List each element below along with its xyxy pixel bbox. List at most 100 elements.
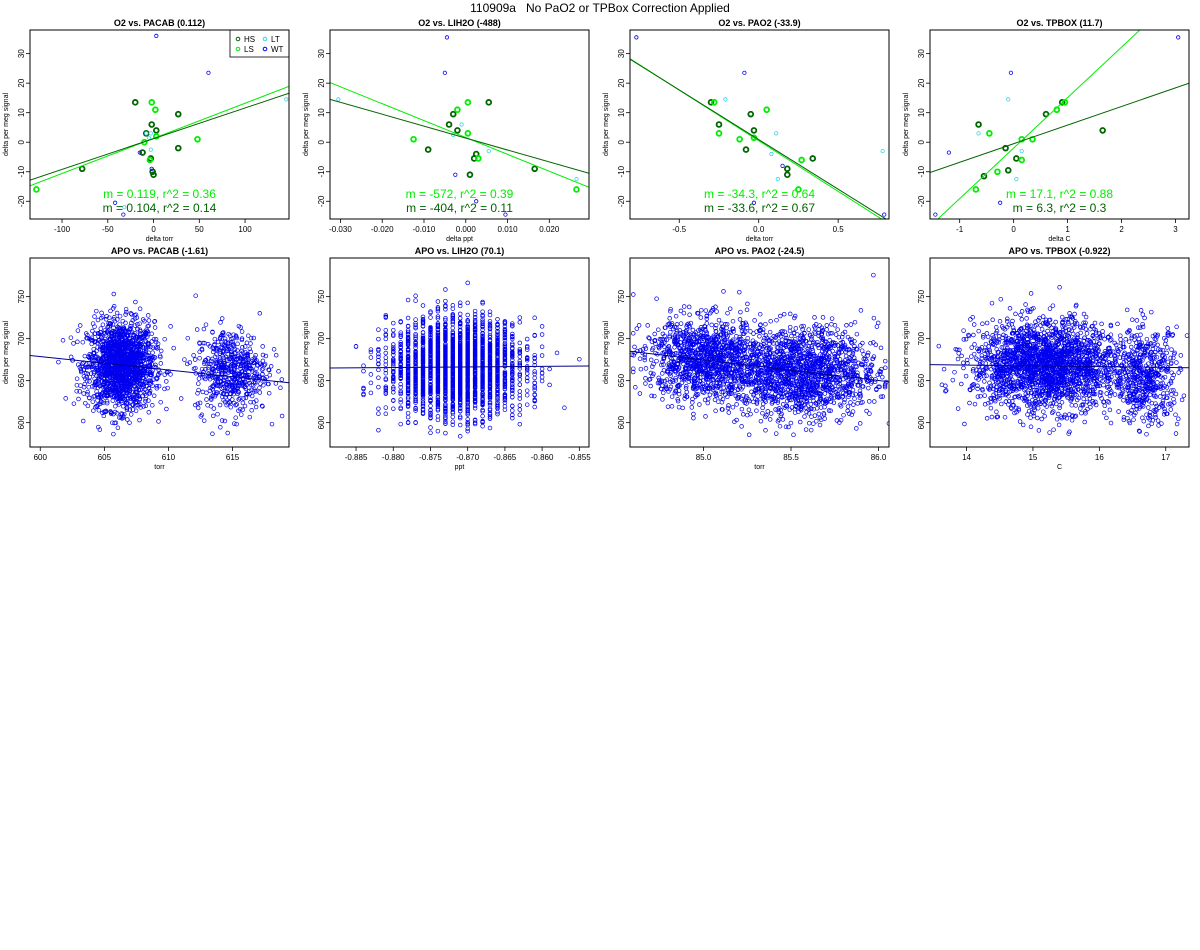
x-tick-label: -0.865 [494, 453, 517, 462]
data-point [976, 131, 981, 136]
legend-label: HS [244, 35, 255, 44]
y-tick-label: 20 [317, 78, 326, 87]
plot-frame [929, 257, 1190, 448]
data-point [880, 148, 885, 154]
data-point [33, 186, 40, 193]
series-lt [122, 97, 289, 210]
data-point [980, 172, 988, 180]
data-point [1018, 156, 1026, 164]
x-tick-label: 0 [1011, 225, 1016, 234]
y-tick-label: -10 [317, 165, 326, 177]
data-point [194, 135, 201, 143]
y-tick-label: 700 [17, 331, 26, 345]
data-point [122, 205, 127, 210]
data-point [975, 121, 982, 128]
x-tick-label: 605 [98, 453, 112, 462]
panel-3: O2 vs. PAO2 (-33.9) -0.5 0.0 0.5 -20 -10 0 10 20… [603, 18, 890, 243]
data-point [113, 200, 118, 205]
y-tick-label: 650 [617, 373, 626, 387]
y-axis-label: delta per meg signal [603, 93, 610, 156]
fit-line-ls [30, 85, 289, 187]
panel-title: O2 vs. LIH2O (-488) [418, 18, 501, 28]
x-tick-label: 0.5 [833, 225, 845, 234]
y-tick-label: 600 [917, 415, 926, 429]
y-tick-label: 10 [17, 108, 26, 117]
x-tick-label: 0.020 [539, 225, 560, 234]
fit-annotation: m = -34.3, r^2 = 0.64 [704, 187, 815, 201]
data-point [763, 106, 770, 114]
series-hs [424, 99, 538, 179]
data-point [994, 168, 1001, 176]
data-point [148, 99, 156, 106]
x-tick-label: -0.885 [345, 453, 368, 462]
fit-line-hs [630, 58, 887, 219]
x-axis-label: delta C [1048, 236, 1070, 243]
y-tick-label: -10 [17, 165, 26, 177]
data-point [150, 171, 157, 179]
data-point [464, 99, 472, 106]
y-axis-label: delta per meg signal [3, 321, 10, 384]
data-point [774, 131, 779, 136]
y-tick-label: 600 [17, 415, 26, 429]
y-tick-label: 30 [617, 49, 626, 58]
data-point [121, 212, 126, 217]
legend-label: WT [271, 45, 284, 54]
data-point [149, 168, 156, 176]
x-tick-label: 2 [1119, 225, 1124, 234]
data-points [630, 272, 889, 438]
data-point [1099, 127, 1106, 134]
data-point [1014, 177, 1019, 182]
data-point [146, 156, 154, 164]
y-tick-label: 0 [17, 139, 26, 144]
x-axis-label: C [1057, 464, 1062, 471]
data-point [750, 127, 758, 134]
data-point [574, 177, 579, 182]
plot-frame [629, 257, 890, 448]
data-point [986, 130, 993, 137]
plot-area [630, 35, 887, 219]
series-hs [78, 99, 182, 179]
data-point [137, 150, 142, 155]
y-tick-label: 10 [317, 108, 326, 117]
x-tick-label: -0.030 [329, 225, 352, 234]
data-point [148, 131, 153, 136]
panel-title: APO vs. LIH2O (70.1) [415, 246, 505, 256]
point-cloud [936, 285, 1189, 437]
data-point [715, 121, 723, 128]
y-tick-label: 750 [317, 289, 326, 303]
data-point [148, 121, 156, 128]
data-point [775, 177, 780, 182]
x-tick-label: -0.880 [382, 453, 405, 462]
data-point [1013, 155, 1020, 162]
fit-line-hs [30, 92, 289, 181]
legend-marker [262, 36, 268, 42]
data-point [453, 172, 458, 177]
point-cloud [56, 291, 289, 437]
x-tick-label: 610 [162, 453, 176, 462]
series-lt [976, 97, 1024, 182]
data-points [936, 285, 1189, 437]
plot-frame [329, 257, 590, 448]
data-point [454, 106, 461, 114]
data-point [1176, 35, 1181, 40]
x-axis-label: torr [154, 464, 165, 471]
data-point [798, 156, 805, 164]
panel-1: O2 vs. PACAB (0.112)-100 -50 0 50 100-20-100… [3, 18, 290, 243]
x-tick-label: -0.5 [672, 225, 686, 234]
data-point [972, 186, 980, 193]
y-tick-label: 10 [617, 108, 626, 117]
data-point [152, 106, 159, 114]
data-point [486, 148, 491, 154]
data-point [707, 99, 715, 106]
x-axis-label: ppt [455, 464, 465, 471]
x-tick-label: 14 [962, 453, 971, 462]
data-point [723, 97, 728, 102]
panel-title: APO vs. TPBOX (-0.922) [1008, 246, 1110, 256]
data-point [454, 127, 461, 134]
y-axis-label: delta per meg signal [603, 321, 610, 384]
y-tick-label: 600 [317, 415, 326, 429]
y-axis-label: delta per meg signal [903, 321, 910, 384]
data-points [353, 280, 582, 439]
data-point [149, 166, 154, 171]
data-point [336, 97, 341, 102]
